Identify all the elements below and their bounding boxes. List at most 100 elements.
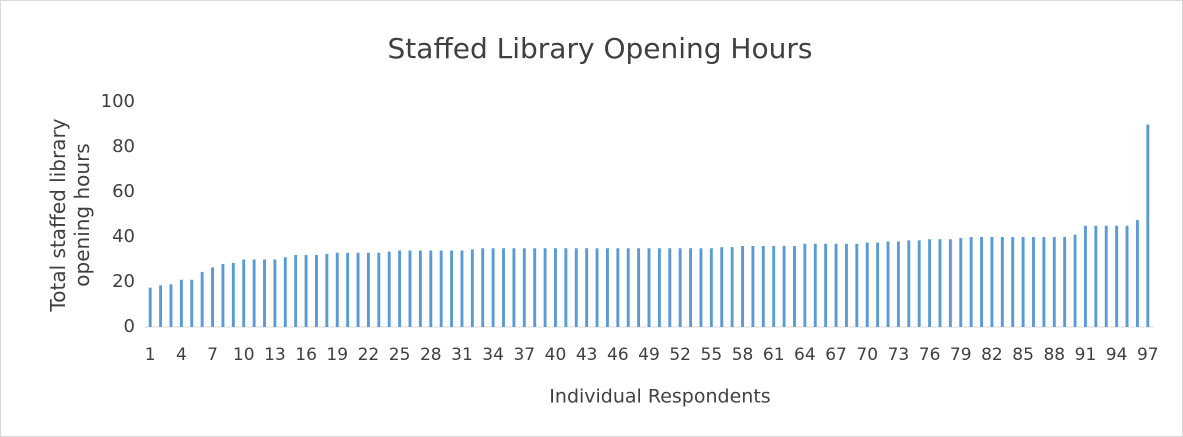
bar: [917, 240, 921, 327]
bar: [1115, 225, 1119, 327]
bar: [533, 248, 537, 327]
x-tick-label: 10: [233, 345, 255, 365]
x-tick-label: 25: [389, 345, 411, 365]
bar: [169, 284, 173, 327]
x-tick-label: 91: [1075, 345, 1097, 365]
bar: [803, 243, 807, 327]
x-tick-label: 79: [950, 345, 972, 365]
bar: [398, 250, 402, 327]
bar: [1094, 225, 1098, 327]
x-tick-label: 82: [981, 345, 1003, 365]
bar: [834, 243, 838, 327]
bar: [761, 246, 765, 327]
bar: [564, 248, 568, 327]
bar: [522, 248, 526, 327]
bar: [1063, 237, 1067, 327]
bar: [1021, 237, 1025, 327]
bar: [938, 239, 942, 327]
bar: [377, 252, 381, 327]
x-tick-label: 70: [856, 345, 878, 365]
x-tick-label: 55: [701, 345, 723, 365]
y-tick-label: 0: [124, 316, 135, 337]
x-tick-label: 85: [1012, 345, 1034, 365]
bar: [366, 252, 370, 327]
bar: [928, 239, 932, 327]
bar: [543, 248, 547, 327]
bar: [980, 237, 983, 327]
x-tick-label: 67: [825, 345, 847, 365]
bar: [668, 248, 672, 327]
chart-title: Staffed Library Opening Hours: [388, 32, 813, 65]
bar: [1011, 237, 1015, 327]
bar: [200, 271, 204, 327]
x-tick-label: 97: [1137, 345, 1159, 365]
bar: [741, 246, 744, 327]
bar: [720, 247, 724, 327]
bar: [969, 237, 973, 327]
x-tick-label: 49: [638, 345, 660, 365]
x-tick-label: 34: [482, 345, 504, 365]
x-tick-label: 43: [576, 345, 598, 365]
bar: [408, 250, 412, 327]
bar: [605, 248, 609, 327]
x-tick-label: 40: [545, 345, 567, 365]
bar: [304, 255, 308, 327]
bar: [1073, 234, 1077, 327]
bar: [793, 246, 796, 327]
bar: [1042, 237, 1046, 327]
bar: [689, 248, 693, 327]
x-tick-label: 13: [264, 345, 286, 365]
bar: [242, 259, 246, 327]
bar: [315, 255, 318, 327]
bar: [574, 248, 578, 327]
bar: [896, 241, 900, 327]
x-tick-label: 73: [888, 345, 910, 365]
x-tick-label: 22: [358, 345, 380, 365]
bar: [637, 248, 641, 327]
bar: [1104, 225, 1108, 327]
bar: [876, 242, 880, 327]
bar: [148, 287, 152, 327]
bar: [1032, 237, 1035, 327]
bar: [263, 259, 266, 327]
bar: [1083, 225, 1087, 327]
bar: [418, 250, 422, 327]
bar: [844, 243, 848, 327]
bar: [751, 246, 755, 327]
x-tick-label: 7: [207, 345, 218, 365]
x-tick-label: 88: [1043, 345, 1065, 365]
bar: [273, 259, 277, 327]
bar: [1052, 237, 1056, 327]
bar: [948, 239, 952, 327]
bar: [813, 243, 817, 327]
x-axis-label: Individual Respondents: [549, 386, 770, 408]
x-tick-label: 61: [763, 345, 785, 365]
bar: [959, 238, 963, 327]
bar: [990, 237, 994, 327]
bar: [657, 248, 661, 327]
x-tick-label: 94: [1106, 345, 1128, 365]
bar: [782, 246, 786, 327]
bar: [231, 262, 235, 327]
bar: [709, 248, 713, 327]
bar: [886, 241, 890, 327]
bar: [1125, 225, 1129, 327]
bar: [647, 248, 651, 327]
bar: [190, 279, 194, 327]
bar: [1000, 237, 1004, 327]
x-tick-label: 37: [513, 345, 535, 365]
bar: [626, 248, 630, 327]
bar: [470, 249, 474, 327]
x-tick-label: 58: [732, 345, 754, 365]
y-tick-label: 20: [112, 271, 135, 292]
bar: [450, 250, 454, 327]
x-tick-label: 28: [420, 345, 442, 365]
x-tick-label: 76: [919, 345, 941, 365]
bar: [491, 248, 495, 327]
bar: [221, 264, 225, 327]
x-tick-label: 64: [794, 345, 816, 365]
bar: [179, 279, 183, 327]
bar: [211, 267, 215, 327]
bar: [294, 255, 298, 327]
bar: [1135, 220, 1139, 327]
